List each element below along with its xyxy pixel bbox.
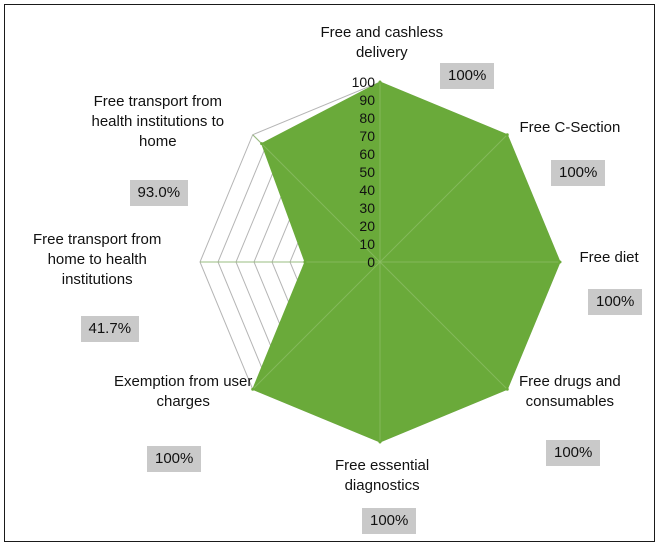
category-label: Free drugs and consumables <box>519 373 621 410</box>
axis-tick-label: 60 <box>359 146 375 162</box>
axis-tick-label: 100 <box>352 74 376 90</box>
axis-tick-label: 70 <box>359 128 375 144</box>
data-point <box>505 133 509 137</box>
value-label: 100% <box>362 508 417 534</box>
axis-tick-label: 30 <box>359 200 375 216</box>
value-label: 100% <box>147 446 202 472</box>
data-point <box>378 80 382 84</box>
category-label: Free transport from home to health insti… <box>33 231 162 288</box>
data-point <box>505 387 509 391</box>
chart-frame: 100 90 80 70 60 50 40 30 20 10 0 Free and cashless… <box>4 4 655 542</box>
value-label: 100% <box>588 289 643 315</box>
axis-tick-label: 80 <box>359 110 375 126</box>
category-label: Free diet <box>579 249 639 266</box>
category-label: Free essential diagnostics <box>335 457 430 494</box>
category-label: Exemption from user charges <box>114 373 253 410</box>
value-label: 93.0% <box>129 180 189 206</box>
value-label: 100% <box>551 160 606 186</box>
axis-tick-label: 90 <box>359 92 375 108</box>
axis-tick-label: 10 <box>359 236 375 252</box>
data-point <box>303 260 307 264</box>
data-point <box>558 260 562 264</box>
value-label: 100% <box>440 63 495 89</box>
axis-tick-label: 0 <box>367 254 375 270</box>
value-label: 41.7% <box>80 316 140 342</box>
grid-spoke-overlay <box>252 261 381 390</box>
data-point <box>251 387 255 391</box>
axis-tick-label: 40 <box>359 182 375 198</box>
data-point <box>260 142 264 146</box>
category-label: Free and cashless delivery <box>320 24 444 61</box>
axis-tick-label: 20 <box>359 218 375 234</box>
grid-spoke-overlay <box>379 134 508 263</box>
category-label: Free transport from health institutions … <box>91 93 225 150</box>
grid-spoke-overlay <box>379 261 508 390</box>
data-point <box>378 440 382 444</box>
grid-spoke-overlay <box>252 134 381 263</box>
category-label: Free C-Section <box>519 119 621 136</box>
value-label: 100% <box>546 440 601 466</box>
axis-tick-label: 50 <box>359 164 375 180</box>
